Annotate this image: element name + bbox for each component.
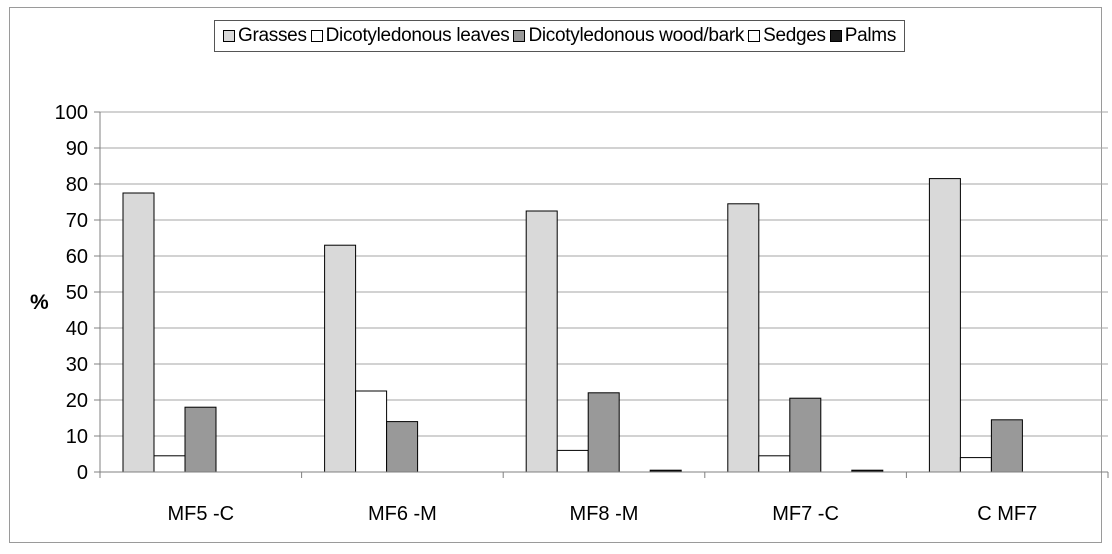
bar	[153, 455, 186, 473]
legend-entry-grasses: Grasses	[223, 25, 307, 47]
bar	[184, 406, 217, 473]
y-tick-label: 80	[66, 174, 88, 196]
y-tick-label: 50	[66, 282, 88, 304]
y-tick-label: 100	[55, 102, 88, 124]
legend-label-sedges: Sedges	[763, 25, 826, 46]
bar	[990, 419, 1023, 473]
y-tick-label: 20	[66, 390, 88, 412]
y-tick-label: 70	[66, 210, 88, 232]
legend-label-palms: Palms	[844, 25, 897, 46]
y-tick-label: 60	[66, 246, 88, 268]
legend-swatch-dicot-leaves	[310, 30, 323, 42]
bar	[587, 392, 620, 473]
bar	[525, 210, 558, 473]
legend-entry-palms: Palms	[829, 25, 897, 47]
bar	[386, 421, 419, 473]
legend-entry-sedges: Sedges	[748, 25, 826, 47]
bar	[556, 449, 589, 473]
legend-label-grasses: Grasses	[238, 25, 307, 46]
x-tick-label: C MF7	[977, 503, 1037, 525]
legend-swatch-palms	[829, 30, 842, 42]
x-tick-label: MF7 -C	[772, 503, 839, 525]
bar	[928, 178, 961, 473]
legend-label-dicot-leaves: Dicotyledonous leaves	[325, 25, 510, 46]
y-tick-label: 0	[77, 462, 88, 484]
y-tick-label: 30	[66, 354, 88, 376]
legend-entry-dicot-leaves: Dicotyledonous leaves	[310, 25, 510, 47]
bar	[789, 397, 822, 473]
legend-swatch-dicot-wood	[513, 30, 526, 42]
legend-entry-dicot-wood: Dicotyledonous wood/bark	[513, 25, 744, 47]
legend-swatch-sedges	[748, 30, 761, 42]
legend-swatch-grasses	[223, 30, 235, 42]
bar	[727, 203, 760, 473]
y-axis-label: %	[30, 291, 49, 314]
x-tick-label: MF6 -M	[368, 503, 437, 525]
bar	[959, 457, 992, 473]
bar	[355, 390, 388, 473]
y-tick-label: 10	[66, 426, 88, 448]
x-tick-label: MF8 -M	[570, 503, 639, 525]
y-tick-label: 90	[66, 138, 88, 160]
bar	[758, 455, 791, 473]
x-tick-label: MF5 -C	[167, 503, 234, 525]
chart-legend: Grasses Dicotyledonous leaves Dicotyledo…	[214, 20, 906, 52]
legend-label-dicot-wood: Dicotyledonous wood/bark	[528, 25, 745, 46]
bar	[324, 244, 357, 473]
y-tick-label: 40	[66, 318, 88, 340]
bar	[122, 192, 155, 473]
